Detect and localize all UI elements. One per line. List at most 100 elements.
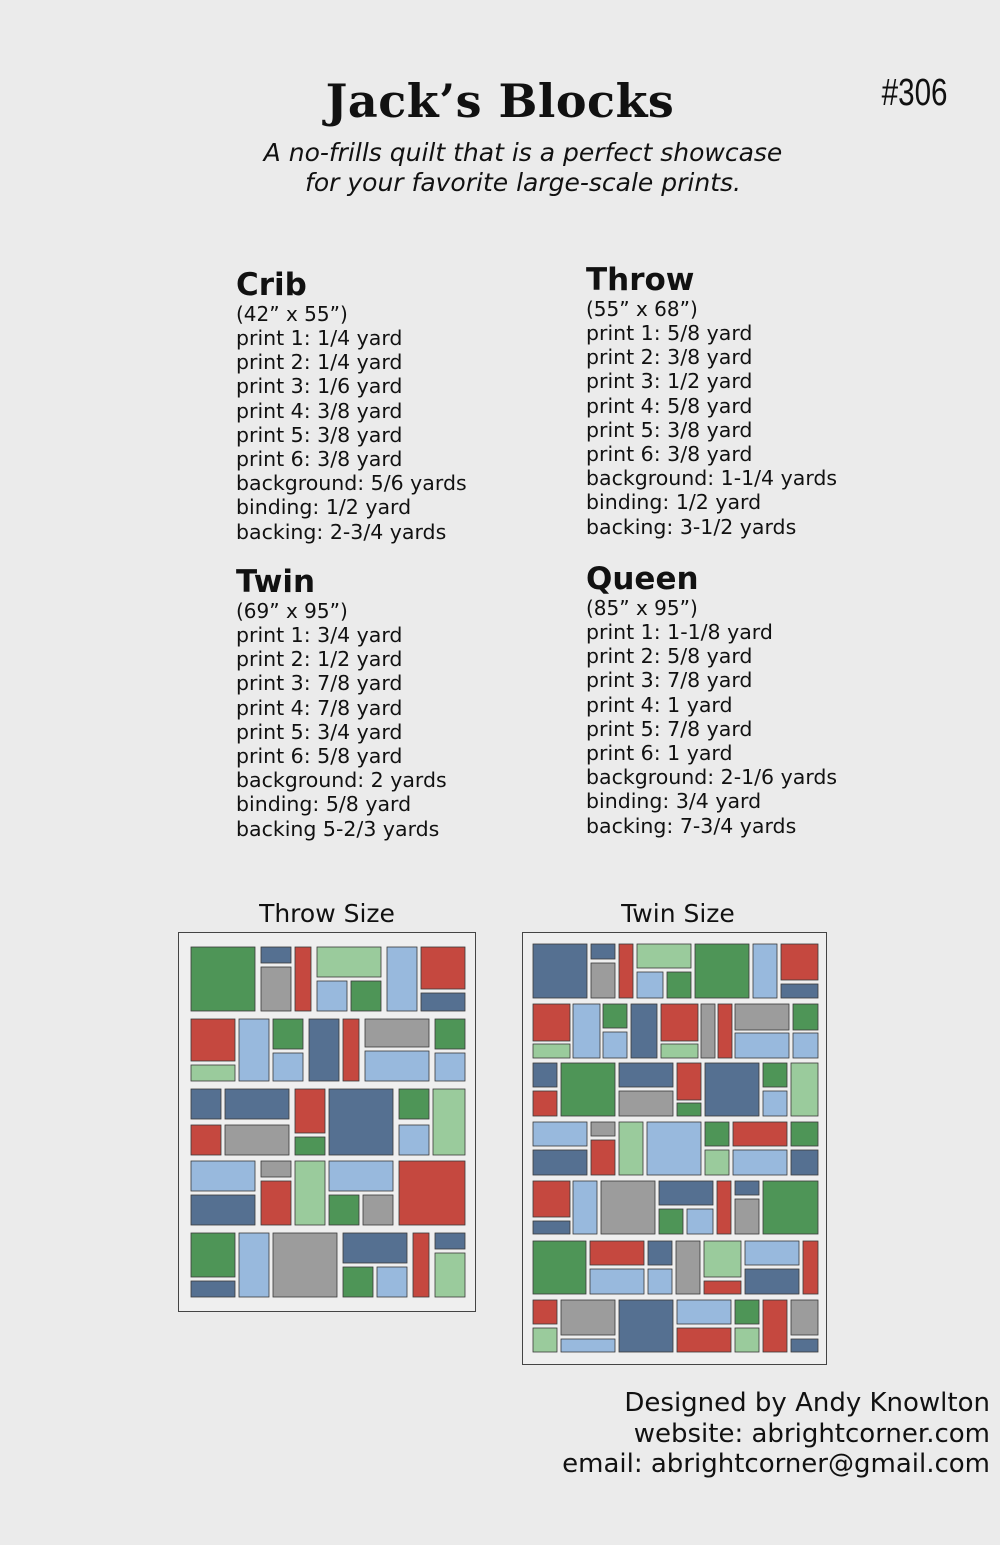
material-item: print 2: 5/8 yard [586, 644, 753, 669]
twin-quilt-block [676, 1299, 732, 1325]
throw-quilt-block [260, 966, 292, 1012]
size-dimensions: (69” x 95”) [236, 599, 348, 623]
twin-quilt-block [666, 971, 692, 999]
subtitle-line-1: A no-frills quilt that is a perfect show… [263, 138, 783, 167]
throw-quilt-block [412, 1232, 430, 1298]
twin-quilt-block [762, 1299, 788, 1353]
twin-quilt-block [590, 1121, 616, 1137]
website-link[interactable]: website: abrightcorner.com [633, 1418, 990, 1449]
throw-quilt-block [190, 1280, 236, 1298]
twin-quilt-block [762, 1062, 788, 1088]
pattern-number: #306 [882, 72, 948, 114]
material-item: print 4: 1 yard [586, 692, 733, 717]
twin-quilt-block [532, 1003, 571, 1042]
throw-quilt-block [190, 1124, 222, 1156]
throw-quilt-block [350, 980, 382, 1012]
twin-quilt-illustration [522, 932, 827, 1365]
twin-quilt-block [734, 1032, 790, 1059]
material-item: backing 5-2/3 yards [236, 816, 440, 841]
throw-quilt-block [224, 1088, 290, 1120]
twin-quilt-block [686, 1208, 714, 1235]
twin-quilt-block [704, 1062, 760, 1117]
throw-quilt-block [342, 1018, 360, 1082]
twin-quilt-block [532, 1121, 588, 1147]
throw-quilt-block [260, 946, 292, 964]
twin-quilt-block [532, 1090, 558, 1117]
twin-quilt-block [734, 1003, 790, 1031]
twin-quilt-block [532, 1299, 558, 1325]
twin-quilt-block [660, 1003, 699, 1042]
material-item: binding: 5/8 yard [236, 792, 412, 817]
throw-quilt-block [342, 1266, 374, 1298]
twin-quilt-block [780, 983, 819, 999]
twin-quilt-block [762, 1090, 788, 1117]
twin-quilt-block [660, 1043, 699, 1059]
throw-size-caption: Throw Size [259, 899, 395, 928]
twin-quilt-block [532, 943, 588, 999]
twin-quilt-block [703, 1280, 742, 1295]
designer-credit: Designed by Andy Knowlton [624, 1388, 990, 1418]
twin-quilt-block [790, 1121, 819, 1147]
twin-quilt-block [532, 1149, 588, 1176]
throw-quilt-block [190, 1018, 236, 1062]
throw-quilt-block [190, 1160, 256, 1192]
twin-quilt-block [560, 1299, 616, 1336]
twin-quilt-block [704, 1121, 730, 1147]
twin-quilt-block [602, 1031, 628, 1059]
twin-quilt-block [646, 1121, 702, 1176]
material-item: print 6: 3/8 yard [586, 442, 753, 467]
material-item: print 6: 3/8 yard [236, 447, 403, 472]
throw-quilt-block [238, 1232, 270, 1298]
twin-quilt-block [618, 1090, 674, 1117]
twin-quilt-block [717, 1003, 733, 1059]
size-throw: Throw (55” x 68”) print 1: 5/8 yard prin… [586, 263, 906, 539]
size-name: Throw [586, 262, 695, 298]
twin-quilt-block [792, 1003, 819, 1031]
throw-quilt-block [238, 1018, 270, 1082]
twin-quilt-block [647, 1268, 673, 1295]
material-item: binding: 1/2 yard [236, 495, 412, 520]
size-name: Queen [586, 561, 699, 597]
twin-quilt-block [572, 1180, 598, 1235]
twin-quilt-block [790, 1299, 819, 1336]
material-item: print 3: 7/8 yard [236, 671, 403, 696]
material-item: print 1: 3/4 yard [236, 623, 403, 647]
twin-quilt-block [630, 1003, 658, 1059]
twin-quilt-block [675, 1240, 701, 1295]
twin-quilt-block [636, 943, 692, 969]
size-dimensions: (55” x 68”) [586, 297, 698, 321]
material-item: print 2: 3/8 yard [586, 345, 753, 370]
twin-quilt-block [704, 1149, 730, 1176]
twin-quilt-block [532, 1043, 571, 1059]
material-item: print 6: 5/8 yard [236, 744, 403, 769]
twin-quilt-block [694, 943, 750, 999]
throw-quilt-block [398, 1124, 430, 1156]
twin-quilt-block [618, 1062, 674, 1088]
twin-quilt-block [703, 1240, 742, 1278]
material-item: print 5: 7/8 yard [586, 716, 753, 741]
twin-quilt-block [658, 1208, 684, 1235]
email-link[interactable]: email: abrightcorner@gmail.com [562, 1449, 990, 1479]
size-name: Twin [236, 564, 316, 600]
throw-quilt-block [398, 1088, 430, 1120]
material-list: print 1: 1-1/8 yard print 2: 5/8 yard pr… [586, 620, 906, 838]
twin-quilt-block [762, 1180, 819, 1235]
material-item: backing: 3-1/2 yards [586, 514, 797, 539]
throw-quilt-illustration [178, 932, 476, 1312]
throw-quilt-block [190, 1088, 222, 1120]
twin-quilt-block [744, 1240, 800, 1266]
twin-quilt-block [532, 1062, 558, 1088]
twin-quilt-block [752, 943, 778, 999]
twin-quilt-block [790, 1062, 819, 1117]
material-item: print 3: 1/6 yard [236, 374, 403, 399]
material-item: backing: 7-3/4 yards [586, 813, 797, 838]
twin-size-caption: Twin Size [621, 899, 735, 928]
throw-quilt-block [260, 1180, 292, 1226]
throw-quilt-block [362, 1194, 394, 1226]
material-item: print 5: 3/8 yard [586, 417, 753, 442]
material-item: print 4: 5/8 yard [586, 393, 753, 418]
twin-quilt-block [647, 1240, 673, 1266]
material-item: print 5: 3/8 yard [236, 422, 403, 447]
twin-quilt-block [618, 1299, 674, 1353]
material-item: print 3: 7/8 yard [586, 668, 753, 693]
